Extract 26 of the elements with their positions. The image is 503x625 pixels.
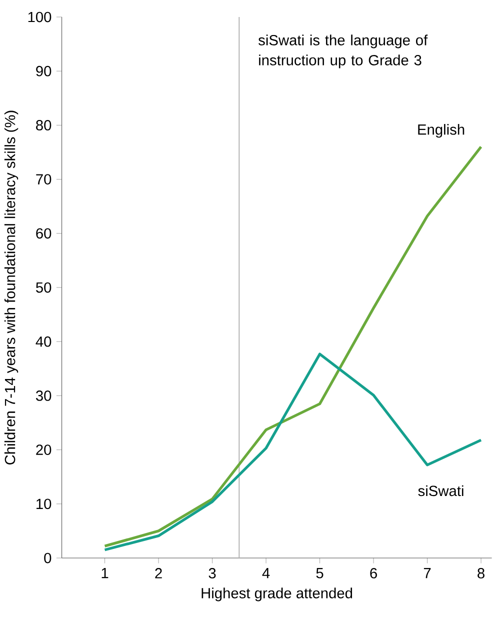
y-tick-label: 50: [36, 282, 52, 293]
y-tick-label: 60: [36, 228, 52, 239]
y-tick-label: 100: [28, 12, 52, 22]
y-tick-label: 80: [36, 120, 52, 130]
ref-line-label: siSwati is the language of instruction up to Grade 3: [258, 34, 428, 68]
x-tick-label: 8: [478, 568, 485, 578]
line-series: [104, 146, 482, 548]
y-axis-title: Children 7-14 years with foundational literacy skills (%): [4, 110, 18, 464]
y-tick-label: 0: [44, 552, 52, 564]
series-label: siSwati: [418, 485, 464, 496]
series-label: English: [418, 124, 464, 138]
line-series: [104, 352, 482, 552]
x-tick-label: 3: [208, 568, 216, 578]
y-tick-label: 10: [36, 498, 52, 510]
x-tick-label: 7: [424, 568, 431, 578]
x-tick-label: 6: [370, 568, 378, 578]
x-tick-label: 4: [262, 568, 270, 578]
y-tick-label: 70: [36, 174, 52, 184]
x-tick-label: 2: [155, 568, 162, 578]
y-tick-label: 40: [36, 336, 52, 347]
x-axis-title: Highest grade attended: [202, 588, 352, 602]
y-tick-label: 20: [36, 444, 52, 455]
y-tick-label: 30: [36, 390, 52, 401]
x-tick-label: 5: [316, 568, 324, 578]
y-tick-label: 90: [36, 66, 52, 76]
x-tick-label: 1: [102, 568, 108, 578]
